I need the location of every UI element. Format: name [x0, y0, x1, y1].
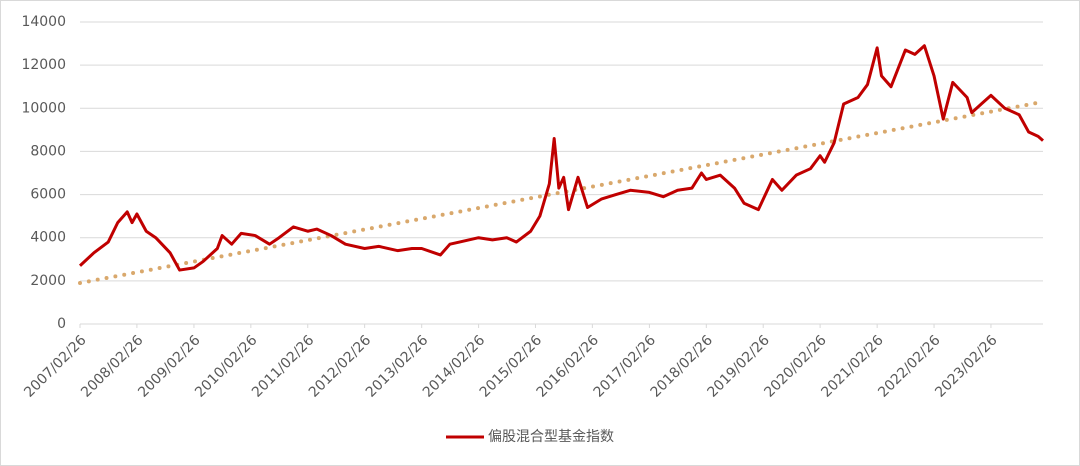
y-tick-label: 4000	[30, 230, 66, 246]
y-tick-label: 6000	[30, 187, 66, 203]
trend-line	[78, 99, 1045, 286]
y-tick-label: 2000	[30, 273, 66, 289]
y-tick-label: 14000	[21, 14, 66, 30]
y-tick-label: 10000	[21, 100, 66, 116]
y-tick-label: 0	[57, 316, 66, 332]
y-tick-label: 12000	[21, 57, 66, 73]
data-line	[78, 44, 1044, 272]
y-tick-label: 8000	[30, 143, 66, 159]
legend-label: 偏股混合型基金指数	[488, 428, 614, 445]
